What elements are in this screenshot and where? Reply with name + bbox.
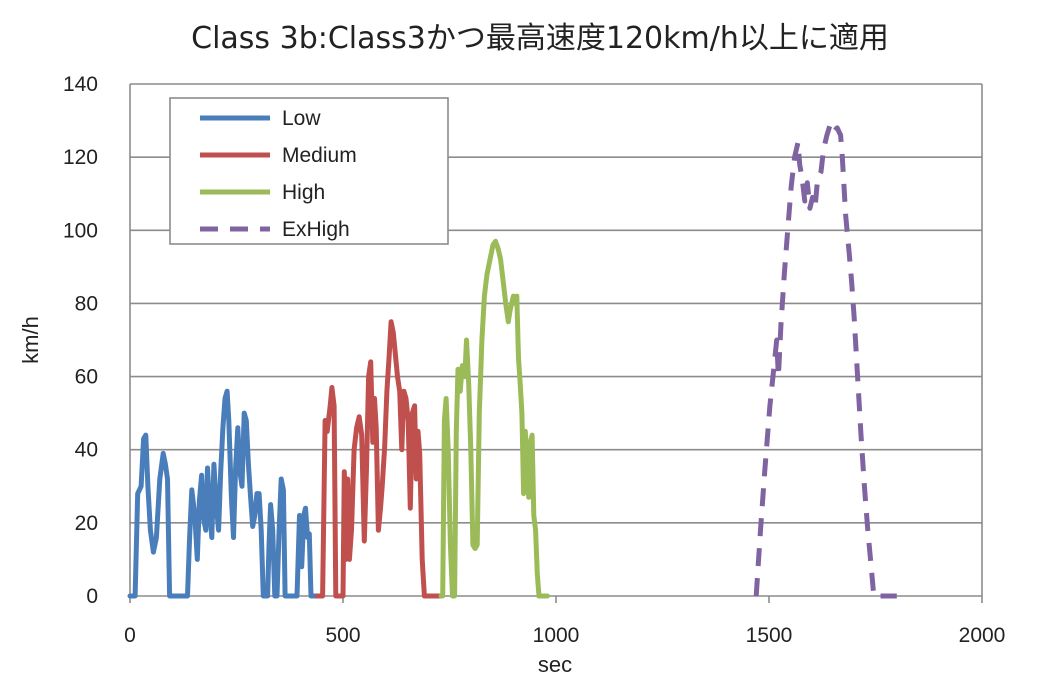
y-axis-label: km/h — [18, 316, 43, 364]
series-group — [127, 121, 897, 599]
legend-label-exhigh: ExHigh — [282, 218, 350, 241]
x-tick-label: 0 — [124, 624, 136, 647]
legend-label-high: High — [282, 181, 325, 204]
x-tick-label: 2000 — [959, 624, 1006, 647]
series-line-low — [127, 388, 320, 599]
legend-label-medium: Medium — [282, 144, 357, 167]
legend-items: Low Medium High ExHigh — [200, 107, 357, 241]
y-tick-label: 140 — [63, 73, 98, 96]
axes: 0 20 40 60 80 100 120 140 0 500 1000 1500 2000 — [63, 73, 1005, 647]
legend-box — [169, 97, 449, 245]
x-tick-label: 1000 — [533, 624, 580, 647]
y-tick-label: 0 — [86, 585, 98, 608]
y-tick-label: 40 — [75, 439, 98, 462]
x-tick-label: 500 — [325, 624, 360, 647]
y-tick-label: 60 — [75, 366, 98, 389]
legend: Low Medium High ExHigh — [169, 97, 449, 245]
y-tick-label: 120 — [63, 146, 98, 169]
x-axis-label: sec — [538, 652, 572, 677]
series-line-exhigh — [753, 121, 897, 599]
y-tick-label: 80 — [75, 292, 98, 315]
x-tick-label: 1500 — [746, 624, 793, 647]
series-line-high — [438, 238, 550, 599]
y-tick-label: 100 — [63, 219, 98, 242]
legend-label-low: Low — [282, 107, 321, 130]
chart-title: Class 3b:Class3かつ最高速度120km/h以上に適用 — [191, 21, 889, 56]
y-tick-label: 20 — [75, 512, 98, 535]
series-line-medium — [314, 319, 444, 599]
